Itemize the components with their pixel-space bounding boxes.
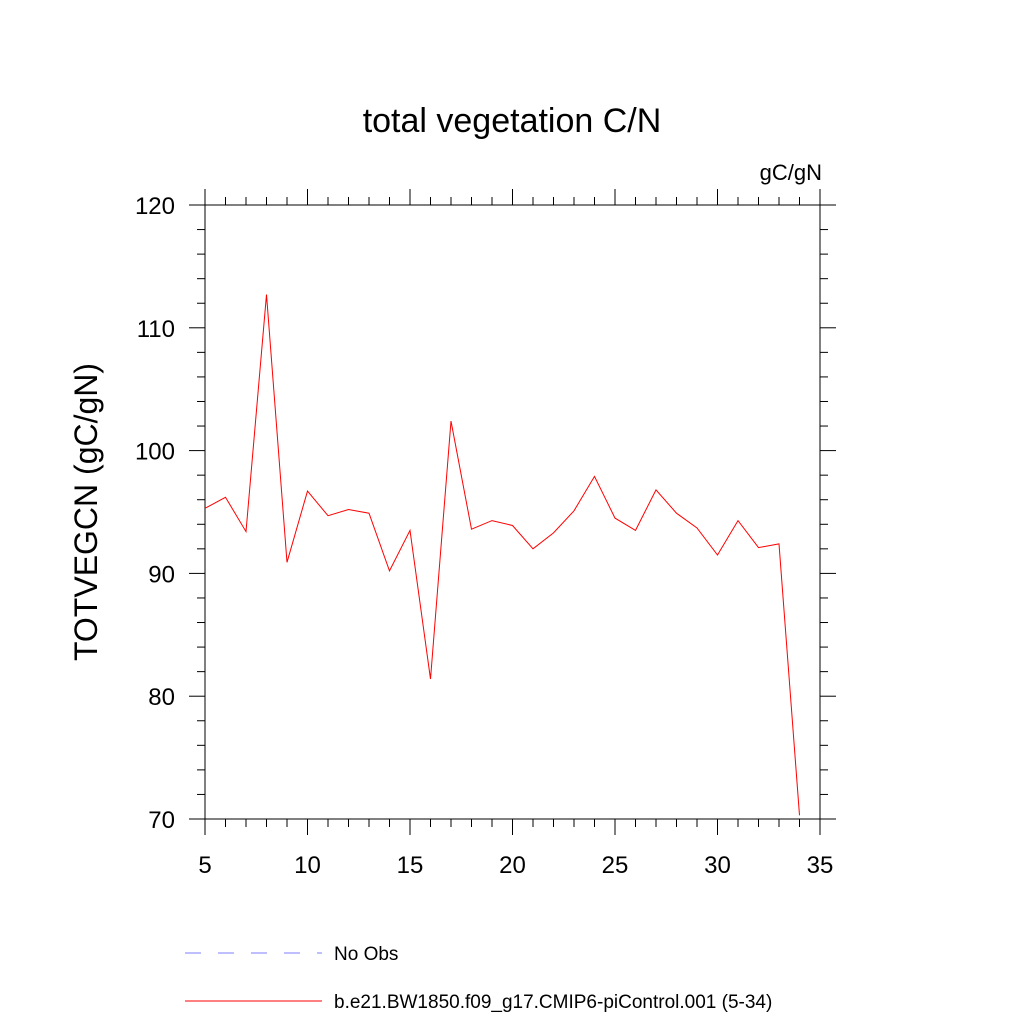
x-tick-label: 5 — [198, 852, 211, 879]
y-tick-label: 70 — [148, 807, 175, 834]
x-tick-label: 10 — [294, 852, 321, 879]
plot-frame — [204, 204, 821, 820]
series-line-0 — [204, 294, 800, 816]
x-tick-label: 20 — [499, 852, 526, 879]
x-tick-label: 30 — [704, 852, 731, 879]
legend-label-control-run: b.e21.BW1850.f09_g17.CMIP6-piControl.001… — [334, 992, 772, 1013]
legend-label-no-obs: No Obs — [334, 944, 398, 965]
y-tick-label: 110 — [137, 316, 175, 343]
x-tick-label: 15 — [397, 852, 424, 879]
y-tick-label: 100 — [135, 439, 175, 466]
series-layer — [204, 294, 800, 816]
units-label: gC/gN — [760, 160, 822, 185]
y-axis-label: TOTVEGCN (gC/gN) — [68, 363, 104, 661]
x-tick-label: 35 — [807, 852, 834, 879]
axis-ticks: 5 10 15 20 25 30 35 70 80 90 100 110 120 — [135, 189, 836, 879]
y-tick-label: 80 — [148, 684, 175, 711]
x-tick-label: 25 — [602, 852, 629, 879]
y-tick-label: 120 — [135, 193, 175, 220]
chart-title: total vegetation C/N — [363, 102, 662, 140]
y-tick-label: 90 — [148, 561, 175, 588]
legend: No Obs b.e21.BW1850.f09_g17.CMIP6-piCont… — [185, 944, 772, 1013]
